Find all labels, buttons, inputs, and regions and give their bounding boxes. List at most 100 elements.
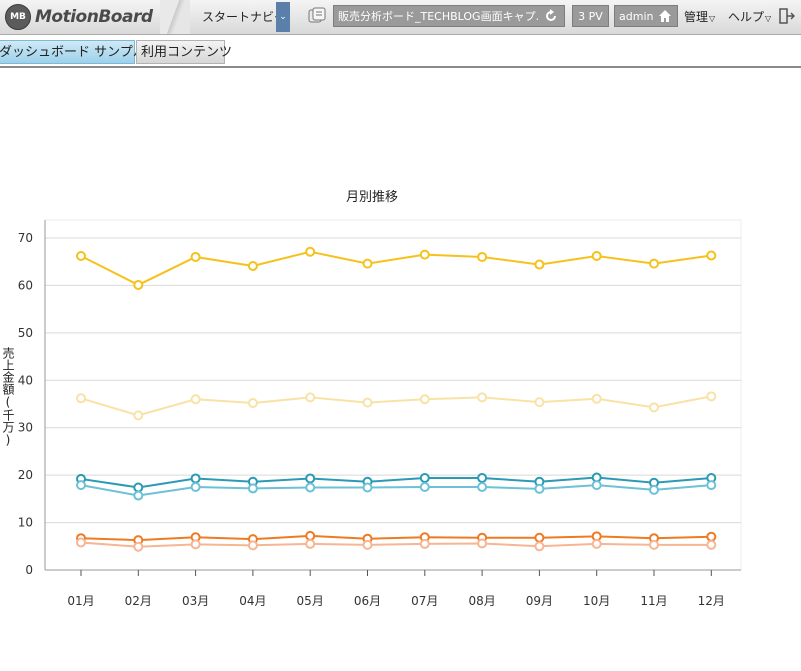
x-tick-label: 12月 [698,594,725,608]
x-tick-label: 06月 [354,594,381,608]
help-menu-label: ヘルプ [728,10,765,24]
data-point [649,258,659,269]
series-line [80,534,712,542]
data-point [477,482,488,492]
data-point [362,397,373,408]
x-tick-label: 03月 [182,594,209,608]
data-point [305,538,316,549]
pv-count-badge[interactable]: 3 PV [572,5,609,27]
x-tick-label: 01月 [67,594,94,608]
data-point [706,531,717,542]
app-logo[interactable]: MB MotionBoard [5,4,153,30]
data-point [305,392,316,403]
admin-menu-label: 管理 [684,10,709,24]
data-point [76,251,86,262]
data-point [133,482,144,493]
plot-area: 0 10 20 30 40 50 60 70 01月 02月 03月 04月 05月 06月 07月 08月 0… [18,219,742,608]
data-point [591,393,602,404]
y-tick-label: 70 [18,231,33,245]
series-line [80,476,712,489]
data-point [133,410,144,421]
x-tick-label: 09月 [526,594,553,608]
data-point [76,393,86,404]
data-point [706,539,717,550]
data-point [190,394,201,405]
data-point [247,483,258,494]
data-point [706,250,717,261]
data-point [247,398,258,409]
series-line [80,541,712,548]
home-icon[interactable] [658,9,672,23]
board-name-label: 販売分析ボード_TECHBLOG画面キャプ... [338,10,538,23]
data-point [305,482,316,493]
y-axis-label: 売上金額(千万) [1,347,15,447]
data-point [419,482,430,492]
data-point [247,260,258,271]
data-point [706,391,717,402]
data-point [477,472,488,483]
data-point [133,490,144,501]
help-menu[interactable]: ヘルプ▽ [728,8,771,25]
series-line [80,484,712,497]
user-name: admin [619,10,654,23]
data-point [190,473,201,484]
tab-dashboard-sample[interactable]: ダッシュボード サンプル [0,40,146,64]
data-point [247,540,258,551]
logout-icon[interactable] [779,8,795,24]
data-point [362,539,373,550]
x-tick-label: 07月 [411,594,438,608]
double-chevron-down-icon[interactable]: ⌄ [276,2,290,32]
data-point [534,259,545,270]
data-point [534,532,545,543]
data-point [591,251,602,262]
data-point [419,394,430,405]
y-tick-label: 30 [18,421,33,435]
tab-bar: ダッシュボード サンプル 利用コンテンツ [0,38,801,68]
x-tick-label: 05月 [297,594,324,608]
y-tick-label: 10 [18,516,33,530]
x-tick-label: 02月 [125,594,152,608]
chart-title: 月別推移 [346,190,398,205]
data-point [133,541,144,552]
data-point [419,538,430,549]
series-line [80,250,712,287]
x-tick-label: 08月 [468,594,495,608]
logo-text: MotionBoard [35,7,153,27]
data-point [591,538,602,549]
admin-menu[interactable]: 管理▽ [684,8,715,25]
data-point [591,480,602,491]
reload-icon[interactable] [544,9,558,23]
user-badge[interactable]: admin [614,5,678,27]
logo-divider [160,0,190,34]
data-point [534,483,545,494]
series-line [80,395,712,417]
data-point [419,249,430,260]
data-point [362,482,373,493]
top-bar: MB MotionBoard スタートナビ ▽ ⌄ 販売分析ボード_TECHBLO… [0,0,801,35]
start-nav-label: スタートナビ [202,10,275,24]
data-point [419,472,430,483]
data-point [706,480,717,491]
data-point [133,279,144,290]
plot-background [44,219,742,571]
tab-usage-contents[interactable]: 利用コンテンツ [136,40,232,64]
data-point [477,251,488,262]
y-tick-label: 60 [18,278,33,292]
data-point [190,482,201,492]
data-point [362,258,373,269]
y-tick-label: 40 [18,373,33,387]
data-point [649,402,659,413]
data-point [477,538,488,549]
x-tick-label: 10月 [583,594,610,608]
chevron-down-icon: ▽ [765,14,772,23]
data-point [190,539,201,550]
y-tick-label: 0 [25,563,33,577]
y-tick-label: 50 [18,326,33,340]
board-name-selector[interactable]: 販売分析ボード_TECHBLOG画面キャプ... [333,5,565,27]
data-point [534,397,545,408]
x-tick-label: 04月 [239,594,266,608]
data-point [305,473,316,484]
board-list-icon[interactable] [308,7,326,25]
data-point [305,530,316,541]
